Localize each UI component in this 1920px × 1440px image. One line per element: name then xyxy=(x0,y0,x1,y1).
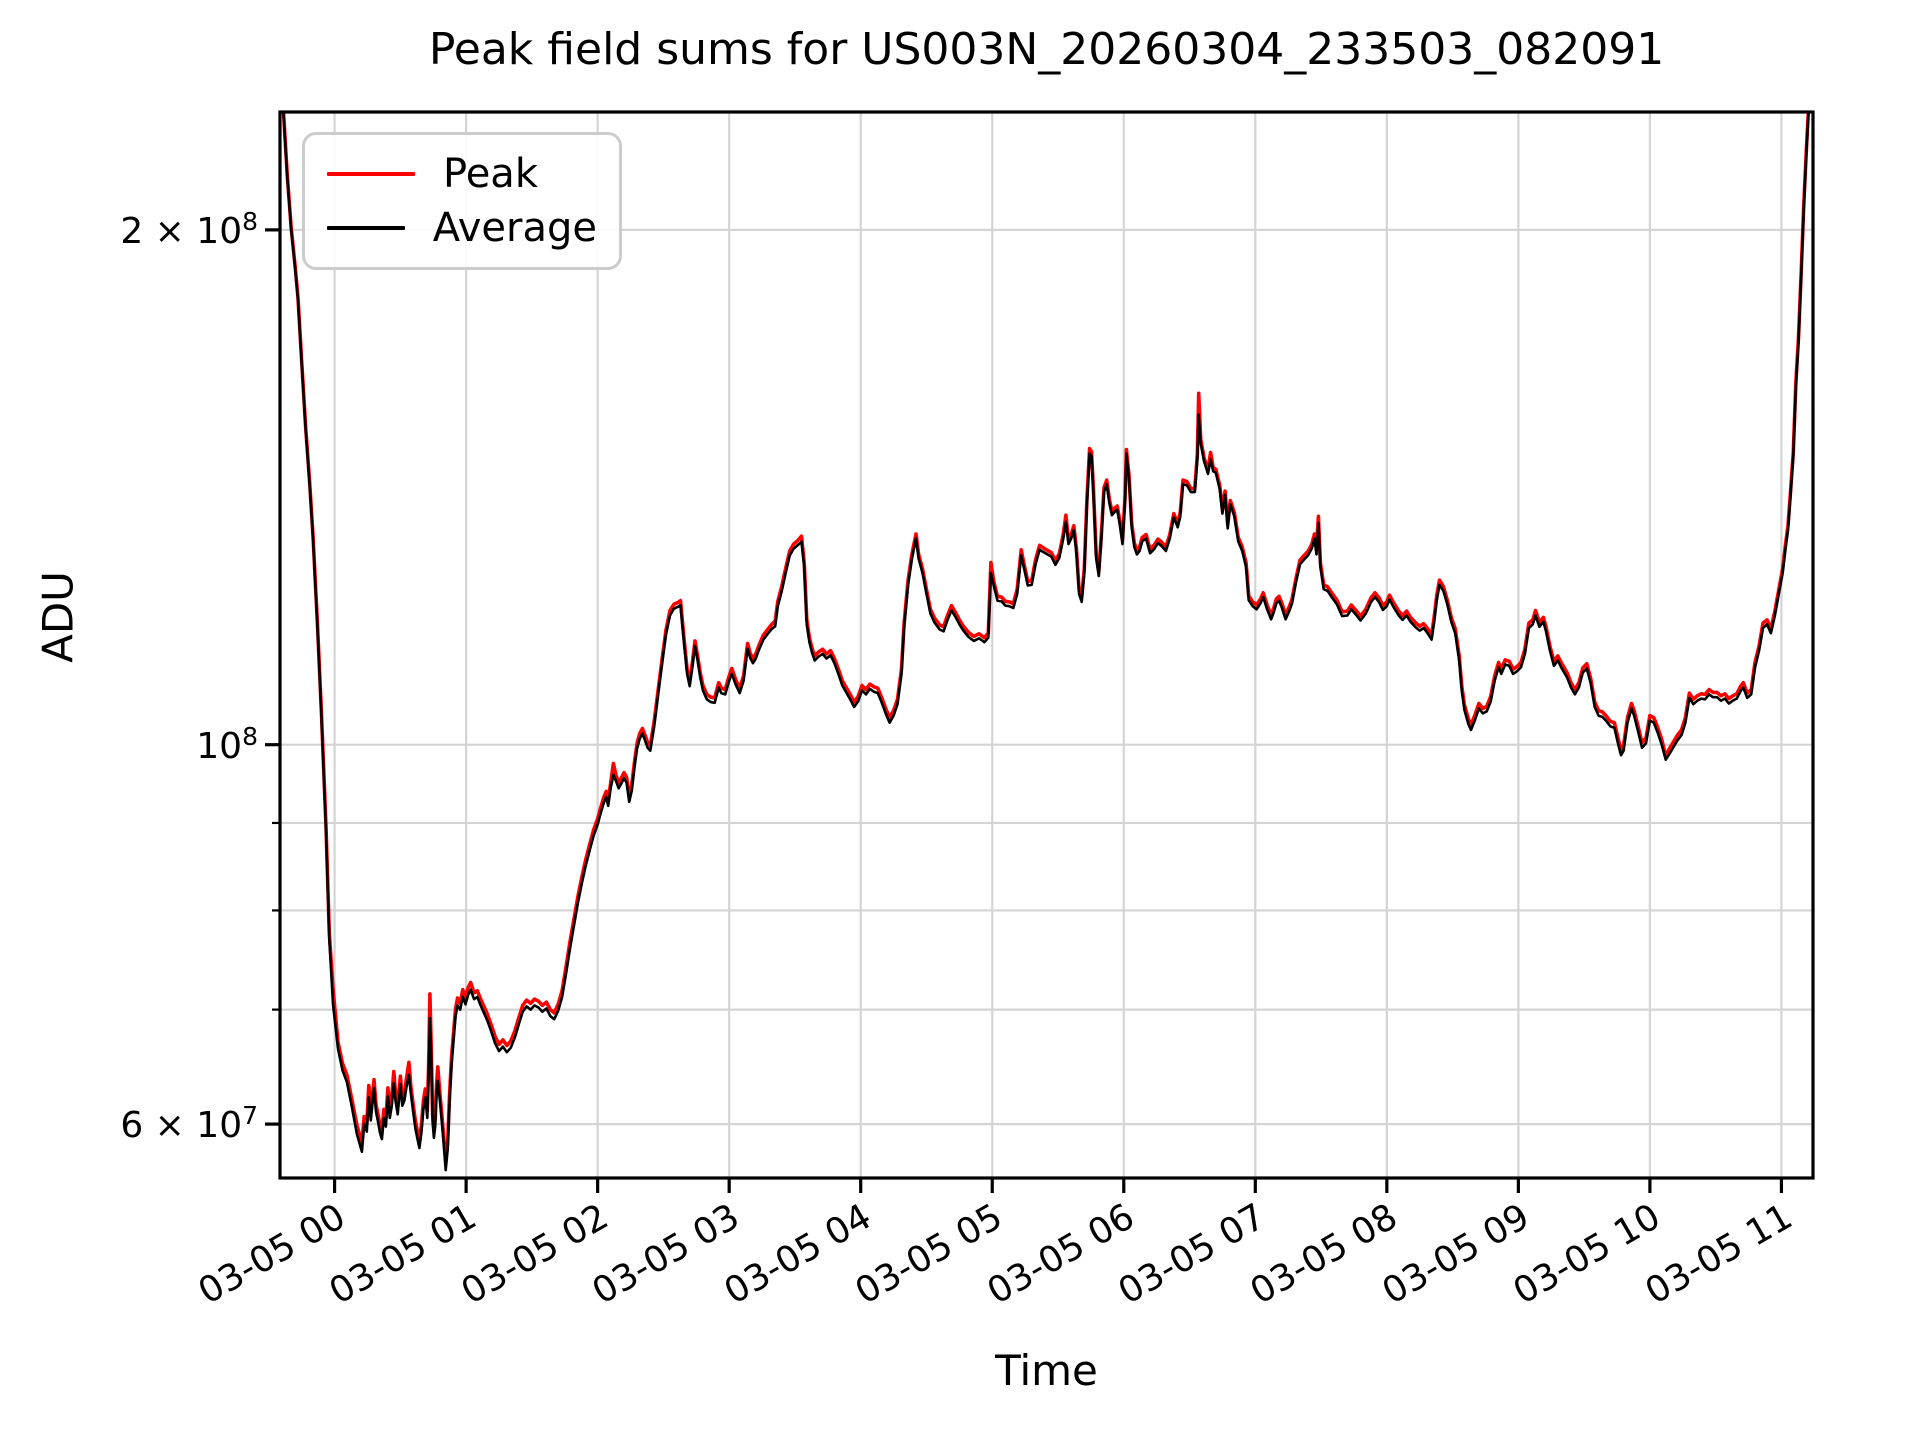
legend-label: Average xyxy=(432,205,597,251)
legend-line-sample xyxy=(327,226,405,230)
legend-line-sample xyxy=(327,172,415,176)
legend: Peak Average xyxy=(302,132,622,270)
tick-marks xyxy=(265,228,1784,1193)
chart-title: Peak field sums for US003N_20260304_2335… xyxy=(428,24,1665,75)
legend-item-peak: Peak xyxy=(327,154,597,194)
y-tick-label: 108 xyxy=(196,721,258,767)
y-tick-label: 2 × 108 xyxy=(120,206,258,252)
grid-lines xyxy=(280,112,1813,1178)
x-axis-label: Time xyxy=(995,1346,1098,1395)
average-line xyxy=(282,112,1810,1172)
plot-frame xyxy=(278,110,1815,1180)
legend-label: Peak xyxy=(443,151,538,197)
y-tick-label: 6 × 107 xyxy=(120,1101,258,1147)
legend-item-average: Average xyxy=(327,208,597,248)
